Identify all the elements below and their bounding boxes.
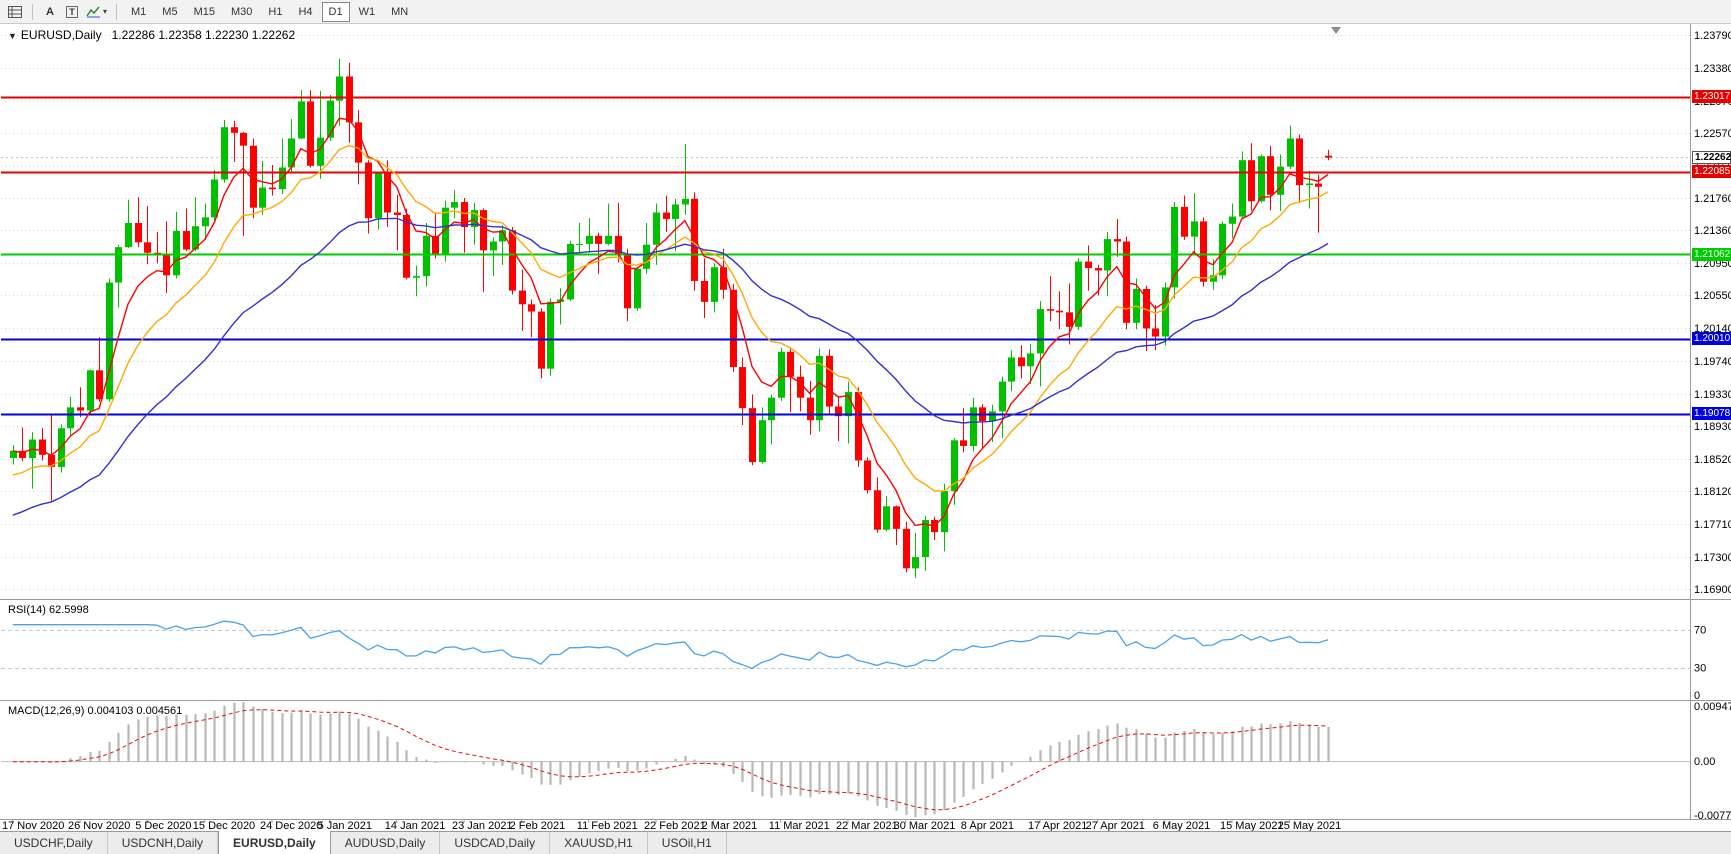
svg-text:0.009478: 0.009478 [1694,701,1731,713]
svg-text:11 Feb 2021: 11 Feb 2021 [577,820,638,832]
svg-text:1.21360: 1.21360 [1694,225,1731,237]
svg-text:30 Mar 2021: 30 Mar 2021 [894,820,956,832]
svg-text:1.23380: 1.23380 [1694,63,1731,75]
chart-ohlc-values: 1.22286 1.22358 1.22230 1.22262 [111,28,296,42]
svg-text:5 Dec 2020: 5 Dec 2020 [135,820,191,832]
text-tool-icon[interactable]: A [39,2,61,22]
timeframe-button-w1[interactable]: W1 [352,2,383,22]
svg-text:23 Jan 2021: 23 Jan 2021 [452,820,513,832]
svg-text:1.23790: 1.23790 [1694,30,1731,42]
svg-text:8 Apr 2021: 8 Apr 2021 [961,820,1014,832]
macd-axis-labels: 0.009478 0.00 -0.007778 [1694,701,1731,822]
svg-text:27 Apr 2021: 27 Apr 2021 [1086,820,1145,832]
timeframe-button-m30[interactable]: M30 [224,2,259,22]
one-click-trading-icon[interactable]: ▼ [8,31,17,41]
svg-text:1.16900: 1.16900 [1694,584,1731,596]
svg-text:26 Nov 2020: 26 Nov 2020 [68,820,130,832]
svg-text:17 Apr 2021: 17 Apr 2021 [1028,820,1087,832]
svg-text:1.17710: 1.17710 [1694,519,1731,531]
macd-histogram [21,702,1330,817]
svg-text:1.18120: 1.18120 [1694,486,1731,498]
chart-tab-usdcad[interactable]: USDCAD,Daily [440,832,551,854]
chart-tab-eurusd[interactable]: EURUSD,Daily [218,831,331,854]
text-label-tool-icon[interactable]: T [61,2,83,22]
timeframe-button-m15[interactable]: M15 [187,2,222,22]
svg-text:14 Jan 2021: 14 Jan 2021 [385,820,446,832]
svg-text:11 Mar 2021: 11 Mar 2021 [769,820,830,832]
svg-text:17 Nov 2020: 17 Nov 2020 [2,820,64,832]
rsi-line [12,620,1329,670]
svg-text:30: 30 [1694,663,1706,675]
chart-shift-marker [1331,27,1341,34]
svg-text:0.00: 0.00 [1694,756,1715,768]
toolbar: A T ▾ M1 M5 M15 M30 H1 H4 D1 W1 MN [0,0,1731,24]
timeframe-button-m5[interactable]: M5 [155,2,184,22]
svg-text:24 Dec 2020: 24 Dec 2020 [260,820,322,832]
svg-text:70: 70 [1694,624,1706,636]
candles [10,58,1332,578]
panel-separators [0,24,1731,820]
chart-tab-usdcnh[interactable]: USDCNH,Daily [108,832,219,854]
toolbar-separator [32,3,33,20]
timeframe-buttons: M1 M5 M15 M30 H1 H4 D1 W1 MN [123,1,416,22]
svg-text:1.19740: 1.19740 [1694,356,1731,368]
price-line-badge: 1.20010 [1692,332,1731,346]
horizontal-line-objects [1,96,1690,416]
indicators-menu-icon[interactable]: ▾ [83,2,110,22]
svg-text:1.20140: 1.20140 [1694,323,1731,335]
svg-text:1.17300: 1.17300 [1694,552,1731,564]
svg-text:5 Jan 2021: 5 Jan 2021 [318,820,372,832]
price-line-badge: 1.19078 [1692,407,1731,421]
chart-tab-usdchf[interactable]: USDCHF,Daily [0,832,108,854]
svg-text:1.18930: 1.18930 [1694,421,1731,433]
svg-text:1.20950: 1.20950 [1694,258,1731,270]
rsi-indicator-label: RSI(14) 62.5998 [8,604,89,616]
chevron-down-icon: ▾ [103,7,108,16]
svg-text:0: 0 [1694,690,1700,702]
chart-symbol-period: EURUSD,Daily [20,28,102,42]
svg-text:2 Mar 2021: 2 Mar 2021 [702,820,758,832]
timeframe-button-h1[interactable]: H1 [261,2,289,22]
svg-text:1.19330: 1.19330 [1694,389,1731,401]
toolbar-icons: A T ▾ [4,2,110,22]
timeframe-button-h4[interactable]: H4 [291,2,319,22]
rsi-levels [1,630,1690,669]
rsi-axis-labels: 70 30 0 [1694,624,1706,702]
timeframe-button-d1[interactable]: D1 [321,1,350,22]
price-line-badge: 1.21062 [1692,247,1731,261]
toolbar-separator [116,3,118,20]
svg-text:1.18520: 1.18520 [1694,454,1731,466]
price-line-badge: 1.22085 [1692,165,1731,179]
svg-text:2 Feb 2021: 2 Feb 2021 [510,820,566,832]
chart-tab-audusd[interactable]: AUDUSD,Daily [331,832,441,854]
charts-grid-icon[interactable] [4,2,26,22]
macd-indicator-label: MACD(12,26,9) 0.004103 0.004561 [8,705,183,717]
svg-text:15 Dec 2020: 15 Dec 2020 [193,820,255,832]
svg-text:22 Feb 2021: 22 Feb 2021 [644,820,706,832]
svg-text:1.21760: 1.21760 [1694,193,1731,205]
moving-average-lines [12,117,1329,527]
macd-signal-line [12,709,1329,811]
svg-text:-0.007778: -0.007778 [1694,810,1731,822]
svg-text:1.20550: 1.20550 [1694,290,1731,302]
svg-text:25 May 2021: 25 May 2021 [1278,820,1342,832]
date-axis: 17 Nov 2020 26 Nov 2020 5 Dec 2020 15 Dec 2… [2,819,1342,832]
price-grid [1,35,1690,590]
svg-text:15 May 2021: 15 May 2021 [1220,820,1284,832]
chart-tab-bar: USDCHF,Daily USDCNH,Daily EURUSD,Daily AUDU… [0,831,1731,854]
timeframe-button-mn[interactable]: MN [384,2,415,22]
current-price-badge: 1.22262 [1692,151,1731,165]
chart-tab-usoil[interactable]: USOil,H1 [648,832,727,854]
svg-text:1.22570: 1.22570 [1694,128,1731,140]
chart-tab-xauusd[interactable]: XAUUSD,H1 [550,832,648,854]
svg-text:22 Mar 2021: 22 Mar 2021 [836,820,898,832]
chart-title: ▼ EURUSD,Daily 1.22286 1.22358 1.22230 1.2… [8,28,295,42]
svg-text:6 May 2021: 6 May 2021 [1153,820,1210,832]
price-line-badge: 1.23017 [1692,90,1731,104]
timeframe-button-m1[interactable]: M1 [124,2,153,22]
